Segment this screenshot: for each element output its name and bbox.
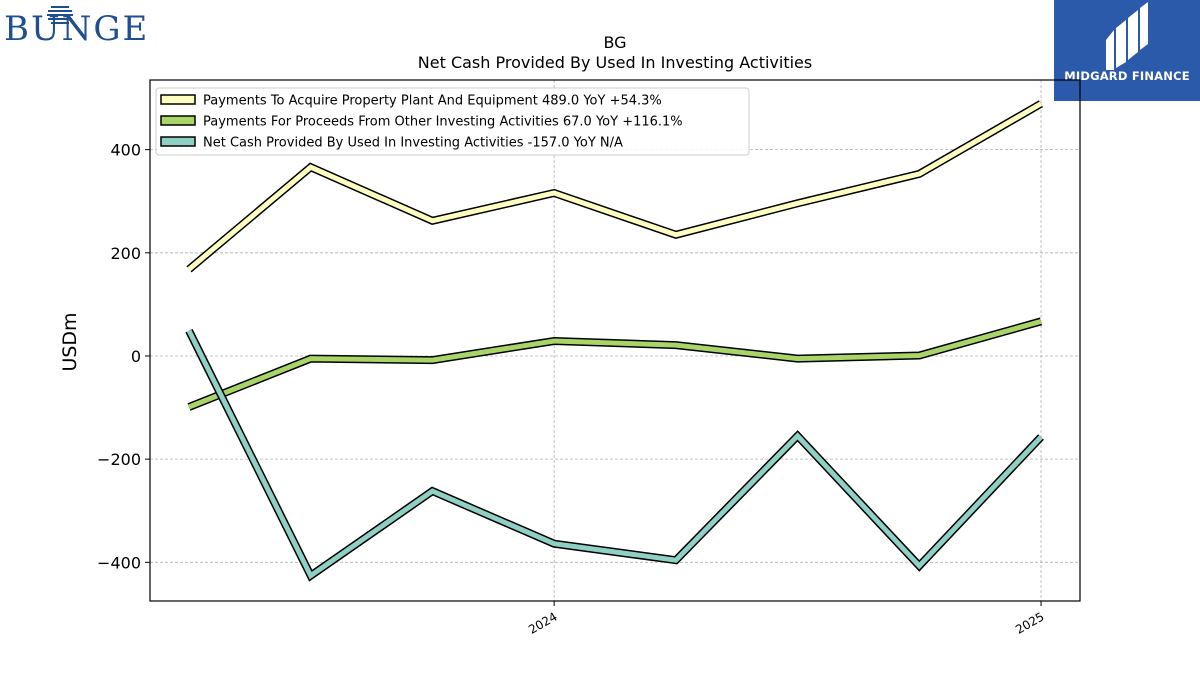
midgard-monogram-icon <box>1106 2 1148 70</box>
x-tick-label: 2025 <box>1013 609 1046 636</box>
series-line-1 <box>187 101 1043 272</box>
legend-label-3: Net Cash Provided By Used In Investing A… <box>203 136 623 151</box>
midgard-finance-logo: MIDGARD FINANCE <box>1054 0 1200 101</box>
series-line-2 <box>188 318 1042 410</box>
chart-title: BG <box>603 33 626 52</box>
series-line-3 <box>186 329 1043 580</box>
bunge-wordmark: BUNGE <box>4 9 150 49</box>
chart-subtitle: Net Cash Provided By Used In Investing A… <box>418 53 812 72</box>
y-tick-label: −400 <box>97 553 141 572</box>
series-lines <box>185 100 1044 582</box>
y-tick-label: 0 <box>131 347 141 366</box>
legend-swatch-3 <box>160 136 196 147</box>
series-outline-3 <box>185 328 1044 582</box>
legend-label-2: Payments For Proceeds From Other Investi… <box>203 115 683 130</box>
bunge-logo-globe-icon <box>47 6 73 24</box>
bunge-logo: BUNGE <box>4 4 174 49</box>
plot-frame <box>149 79 1081 602</box>
legend-label-1: Payments To Acquire Property Plant And E… <box>203 94 662 109</box>
y-axis-label: USDm <box>59 312 81 371</box>
series-outline-2 <box>187 317 1043 411</box>
y-tick-label: 400 <box>110 141 141 160</box>
legend-box <box>155 87 750 156</box>
legend-swatch-1 <box>160 94 196 105</box>
y-tick-label: −200 <box>97 450 141 469</box>
y-tick-label: 200 <box>110 244 141 263</box>
midgard-brand-text: MIDGARD FINANCE <box>1064 69 1190 83</box>
legend: Payments To Acquire Property Plant And E… <box>155 87 750 156</box>
x-tick-label: 2024 <box>526 609 559 636</box>
legend-swatch-2 <box>160 115 196 126</box>
